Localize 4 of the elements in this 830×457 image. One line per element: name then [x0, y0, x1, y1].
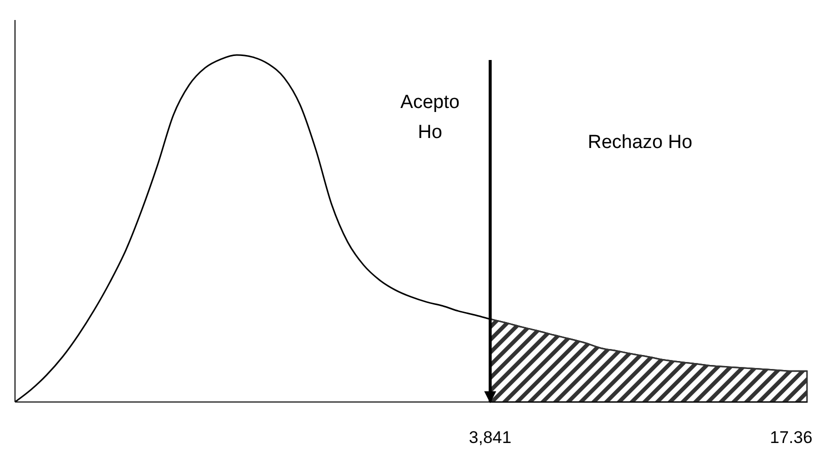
annotation: Rechazo Ho — [588, 132, 692, 153]
x-tick-label: 17.36 — [770, 428, 812, 447]
x-tick-label: 3,841 — [468, 428, 512, 447]
annotation: Acepto Ho — [400, 92, 460, 143]
